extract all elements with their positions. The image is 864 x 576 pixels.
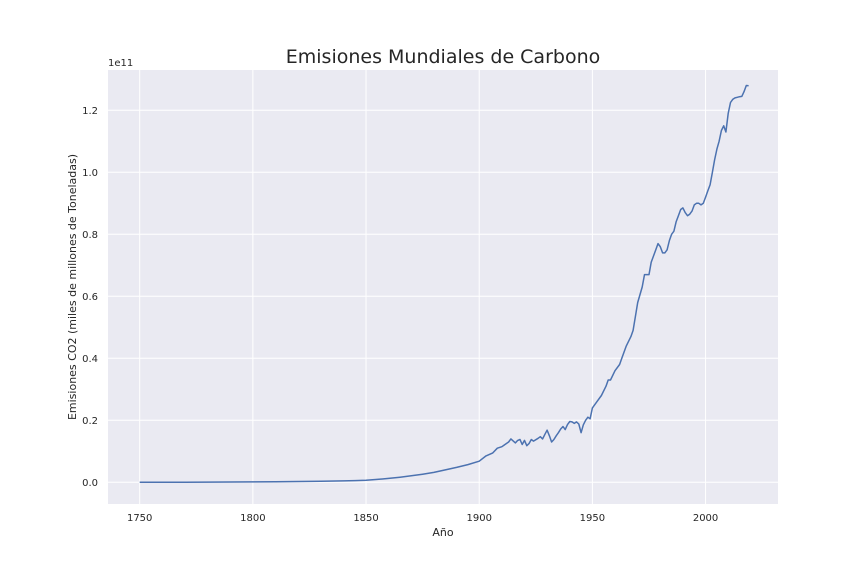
x-tick-label: 1900 [466,513,491,524]
x-tick-label: 1850 [353,513,378,524]
y-tick-label: 0.8 [82,230,98,241]
tick-labels: 1750 1800 1850 1900 1950 2000 0.0 0.2 0.4 0.6 0.8 1… [82,106,718,524]
y-tick-label: 1.0 [82,168,98,179]
y-tick-label: 0.0 [82,478,98,489]
plot-background [108,70,778,504]
y-tick-label: 0.4 [82,354,98,365]
y-tick-label: 0.6 [82,292,98,303]
y-tick-label: 0.2 [82,416,98,427]
y-axis-offset-label: 1e11 [108,58,133,69]
x-tick-label: 2000 [693,513,718,524]
series-layer [139,84,749,484]
x-tick-label: 1750 [127,513,152,524]
x-tick-label: 1800 [240,513,265,524]
series-line [139,84,749,484]
x-tick-label: 1950 [580,513,605,524]
y-tick-label: 1.2 [82,106,98,117]
y-axis-label: Emisiones CO2 (miles de millones de Tone… [66,154,79,420]
x-axis-label: Año [432,526,453,539]
chart-title: Emisiones Mundiales de Carbono [286,46,601,68]
grid-lines [108,70,778,504]
